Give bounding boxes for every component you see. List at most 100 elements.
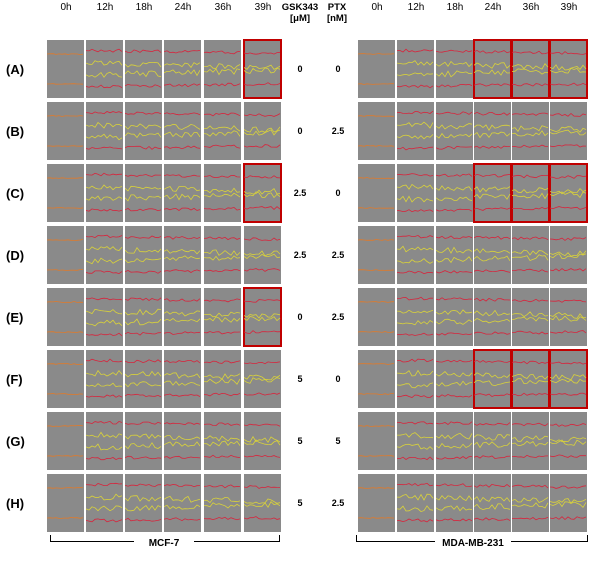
ptx-value: 0: [335, 374, 341, 384]
wound-image: [358, 474, 395, 532]
wound-image: [47, 164, 84, 222]
wound-image: [86, 474, 123, 532]
wound-image: [436, 412, 473, 470]
wound-image: [397, 412, 434, 470]
wound-image: [474, 102, 511, 160]
ptx-value: 0: [335, 64, 341, 74]
mdamb231-label: MDA-MB-231: [435, 538, 511, 549]
wound-image: [204, 474, 241, 532]
wound-image: [125, 474, 162, 532]
row-label: (H): [6, 496, 25, 511]
ptx-value: 5: [335, 436, 341, 446]
wound-image: [397, 350, 434, 408]
wound-image: [125, 40, 162, 98]
gsk343-value: 5: [297, 436, 303, 446]
right-time-header: 39h: [560, 2, 578, 13]
wound-image: [47, 102, 84, 160]
gsk343-value: 5: [297, 498, 303, 508]
wound-image: [244, 412, 281, 470]
wound-image: [473, 349, 512, 409]
wound-image: [86, 288, 123, 346]
wound-image: [125, 412, 162, 470]
wound-image: [358, 288, 395, 346]
right-time-header: 0h: [371, 2, 383, 13]
wound-image: [47, 350, 84, 408]
ptx-value: 2.5: [331, 126, 345, 136]
wound-image: [549, 39, 588, 99]
wound-image: [204, 102, 241, 160]
wound-image: [397, 40, 434, 98]
wound-image: [512, 412, 549, 470]
wound-image: [358, 412, 395, 470]
wound-image: [86, 350, 123, 408]
wound-image: [164, 40, 201, 98]
gsk343-header: GSK343 [μM]: [281, 2, 319, 24]
left-time-header: 18h: [135, 2, 153, 13]
wound-image: [164, 474, 201, 532]
left-time-header: 39h: [254, 2, 272, 13]
wound-image: [244, 226, 281, 284]
ptx-value: 0: [335, 188, 341, 198]
wound-image: [436, 102, 473, 160]
wound-image: [358, 102, 395, 160]
wound-image: [512, 102, 549, 160]
wound-image: [473, 163, 512, 223]
wound-image: [86, 412, 123, 470]
row-label: (D): [6, 248, 25, 263]
right-time-header: 24h: [484, 2, 502, 13]
wound-image: [397, 102, 434, 160]
gsk343-value: 0: [297, 64, 303, 74]
wound-image: [512, 226, 549, 284]
wound-image: [436, 164, 473, 222]
row-label: (E): [6, 310, 24, 325]
wound-image: [358, 40, 395, 98]
right-time-header: 12h: [407, 2, 425, 13]
wound-image: [47, 412, 84, 470]
row-label: (B): [6, 124, 25, 139]
wound-image: [164, 164, 201, 222]
gsk343-value: 0: [297, 126, 303, 136]
wound-image: [125, 226, 162, 284]
left-time-header: 36h: [214, 2, 232, 13]
wound-image: [511, 39, 550, 99]
wound-image: [436, 40, 473, 98]
wound-image: [550, 288, 587, 346]
ptx-header: PTX [nM]: [326, 2, 348, 24]
wound-image: [473, 39, 512, 99]
wound-image: [511, 163, 550, 223]
wound-image: [86, 164, 123, 222]
wound-image: [474, 226, 511, 284]
left-time-header: 0h: [60, 2, 72, 13]
wound-image: [512, 474, 549, 532]
wound-image: [436, 288, 473, 346]
wound-image: [125, 164, 162, 222]
wound-image: [164, 412, 201, 470]
wound-image: [397, 474, 434, 532]
wound-image: [474, 412, 511, 470]
wound-image: [512, 288, 549, 346]
wound-image: [397, 226, 434, 284]
wound-image: [164, 350, 201, 408]
right-time-header: 36h: [522, 2, 540, 13]
wound-image: [243, 287, 282, 347]
left-time-header: 24h: [174, 2, 192, 13]
right-time-header: 18h: [446, 2, 464, 13]
wound-image: [244, 102, 281, 160]
row-label: (G): [6, 434, 25, 449]
gsk343-value: 2.5: [293, 188, 307, 198]
ptx-value: 2.5: [331, 312, 345, 322]
wound-image: [86, 226, 123, 284]
left-time-header: 12h: [96, 2, 114, 13]
wound-image: [358, 226, 395, 284]
row-label: (A): [6, 62, 25, 77]
wound-image: [436, 350, 473, 408]
row-label: (F): [6, 372, 23, 387]
wound-image: [47, 474, 84, 532]
row-label: (C): [6, 186, 25, 201]
wound-image: [125, 350, 162, 408]
wound-image: [125, 102, 162, 160]
wound-image: [436, 226, 473, 284]
wound-image: [397, 288, 434, 346]
wound-image: [204, 164, 241, 222]
wound-image: [125, 288, 162, 346]
